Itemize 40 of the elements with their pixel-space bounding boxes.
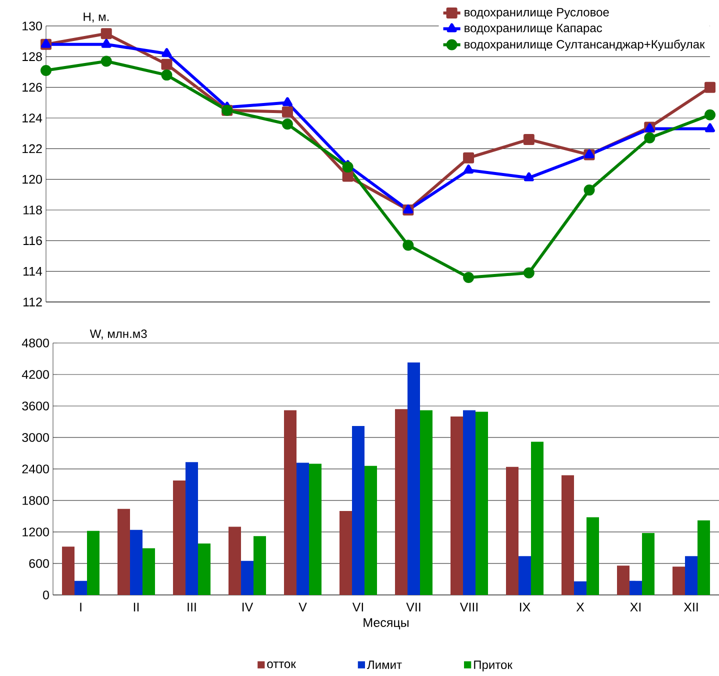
x-tick-label: III [188, 602, 196, 612]
y-tick-label: 130 [22, 22, 42, 30]
x-tick-label: XII [684, 602, 698, 612]
x-axis-title: Месяцы [364, 618, 408, 630]
x-tick-label: IV [242, 602, 254, 612]
y-tick-label: 2400 [22, 464, 49, 474]
y-tick-label: 3600 [22, 402, 49, 410]
y-tick-label: 122 [22, 144, 42, 154]
legend-label: водохранилище Капарас [464, 24, 602, 35]
x-tick-label: X [576, 602, 584, 612]
x-tick-label: V [298, 602, 307, 612]
y-tick-label: 124 [22, 114, 42, 122]
y-tick-label: 0 [43, 590, 49, 600]
y-tick-label: 1200 [22, 528, 49, 536]
y-tick-label: 3000 [22, 433, 49, 442]
legend-label: отток [267, 662, 296, 668]
y-tick-label: 126 [22, 82, 42, 92]
y-tick-label: 120 [22, 174, 42, 184]
y-tick-label: 128 [22, 52, 42, 62]
y-tick-label: 1800 [22, 496, 49, 505]
x-tick-label: VI [352, 602, 364, 612]
y-tick-label: 4200 [22, 370, 49, 379]
x-tick-label: I [80, 602, 82, 612]
x-tick-label: IX [520, 602, 530, 612]
x-tick-label: VII [406, 602, 420, 612]
y-axis-title: H, м. [84, 12, 109, 22]
y-axis-title: W, млн.м3 [90, 330, 147, 340]
legend-label: водохранилище Русловое [464, 8, 609, 19]
y-tick-label: 4800 [22, 338, 49, 348]
y-tick-label: 118 [24, 206, 42, 214]
x-tick-label: XI [630, 602, 641, 612]
y-tick-label: 116 [24, 236, 42, 246]
y-tick-label: 600 [29, 559, 49, 568]
y-tick-label: 114 [24, 267, 42, 276]
legend-label: Лимит [367, 660, 402, 670]
x-tick-label: II [134, 602, 139, 612]
legend-label: Приток [474, 660, 512, 672]
y-tick-label: 112 [24, 298, 42, 306]
legend-label: водохранилище Султансанджар+Кушбулак [464, 40, 705, 51]
x-tick-label: VIII [460, 602, 478, 612]
